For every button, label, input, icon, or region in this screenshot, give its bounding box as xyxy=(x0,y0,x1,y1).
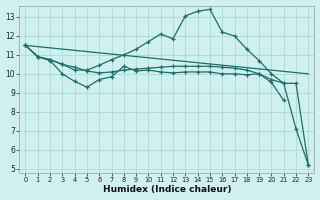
X-axis label: Humidex (Indice chaleur): Humidex (Indice chaleur) xyxy=(103,185,231,194)
